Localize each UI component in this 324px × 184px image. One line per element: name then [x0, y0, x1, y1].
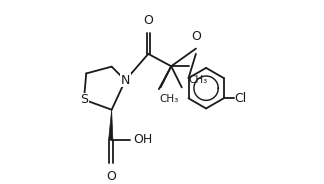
Text: O: O: [191, 30, 201, 43]
Text: OH: OH: [134, 133, 153, 146]
Text: O: O: [143, 14, 153, 27]
Text: O: O: [106, 170, 116, 183]
Text: CH₃: CH₃: [189, 75, 208, 85]
Text: S: S: [80, 93, 88, 106]
Text: N: N: [121, 74, 130, 87]
Text: CH₃: CH₃: [160, 94, 179, 104]
Text: Cl: Cl: [234, 92, 247, 105]
Polygon shape: [109, 110, 113, 140]
